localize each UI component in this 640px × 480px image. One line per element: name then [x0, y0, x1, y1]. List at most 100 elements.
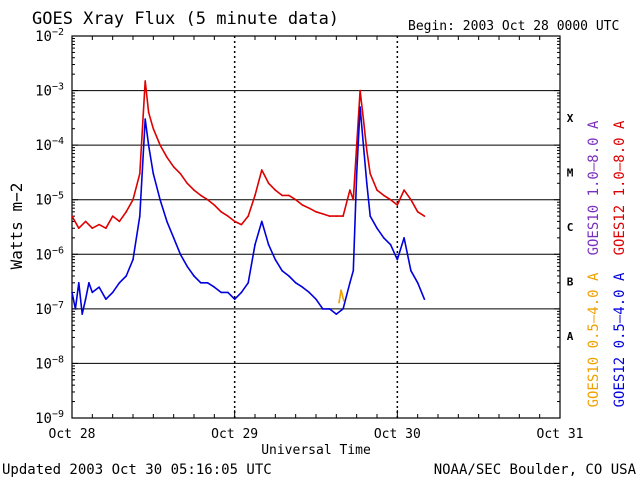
data-point-0-27	[247, 215, 250, 217]
data-point-1-52	[376, 227, 378, 230]
data-point-1-26	[220, 291, 222, 294]
data-point-0-2	[84, 220, 87, 223]
data-point-1-18	[166, 220, 168, 223]
series-line-0	[71, 80, 425, 229]
data-point-0-28	[254, 194, 256, 197]
data-point-1-7	[98, 286, 100, 288]
data-point-0-22	[213, 204, 216, 206]
data-point-0-43	[352, 198, 355, 201]
x-tick-label-2: Oct 30	[374, 427, 421, 442]
data-point-1-47	[355, 172, 358, 175]
data-point-1-15	[147, 144, 150, 146]
data-point-0-9	[132, 198, 134, 201]
data-point-1-36	[288, 275, 290, 277]
data-point-0-39	[328, 215, 331, 217]
y-axis-label: Watts m−2	[7, 183, 26, 270]
data-point-1-30	[247, 282, 250, 284]
data-point-1-23	[199, 282, 202, 284]
data-point-0-10	[138, 172, 141, 175]
data-point-0-29	[260, 169, 263, 171]
data-point-1-55	[396, 258, 399, 261]
data-point-0-5	[105, 227, 107, 230]
data-point-0-52	[396, 204, 399, 206]
data-point-0-12	[147, 111, 150, 114]
data-point-1-5	[88, 282, 90, 284]
data-point-1-54	[389, 243, 392, 246]
data-point-0-38	[321, 213, 324, 215]
data-point-0-31	[274, 189, 277, 191]
data-point-0-18	[186, 182, 189, 185]
y-tick-label-1: 10−8	[35, 354, 64, 372]
updated-timestamp: Updated 2003 Oct 30 05:16:05 UTC	[2, 462, 272, 478]
data-point-1-58	[410, 269, 412, 272]
data-point-1-40	[315, 298, 317, 301]
x-axis-label: Universal Time	[261, 443, 371, 458]
flare-class-a: A	[567, 330, 574, 343]
x-tick-label-0: Oct 28	[49, 427, 96, 442]
day-separators	[233, 36, 399, 418]
data-point-0-30	[267, 182, 270, 185]
data-point-1-9	[111, 291, 114, 294]
data-point-0-11	[144, 80, 146, 82]
data-point-0-51	[389, 198, 392, 201]
data-point-0-19	[193, 189, 195, 191]
flare-class-labels: A B C M X	[567, 112, 574, 343]
flare-class-m: M	[567, 166, 574, 179]
data-point-2-1	[340, 289, 342, 291]
data-point-1-57	[406, 253, 409, 256]
chart-title: GOES Xray Flux (5 minute data)	[32, 9, 339, 29]
data-point-0-1	[77, 227, 80, 230]
data-point-0-45	[359, 89, 361, 92]
data-point-1-32	[260, 220, 263, 223]
data-point-0-16	[172, 166, 175, 168]
data-point-1-4	[84, 298, 87, 301]
data-point-0-25	[233, 220, 236, 223]
data-point-1-33	[267, 243, 270, 246]
data-point-0-32	[281, 194, 283, 197]
data-point-0-56	[423, 215, 426, 217]
data-point-0-44	[355, 144, 358, 146]
data-point-1-21	[186, 265, 189, 268]
data-point-1-1	[74, 308, 77, 310]
data-point-1-14	[144, 118, 146, 120]
y-tick-label-4: 10−5	[35, 191, 64, 209]
y-axis-label-text: Watts m−2	[7, 183, 26, 270]
data-point-0-7	[118, 220, 121, 223]
data-point-0-13	[152, 127, 155, 130]
x-tick-label-3: Oct 31	[537, 427, 584, 442]
legend-entry-3: GOES12 0.5–4.0 A	[612, 272, 628, 407]
data-point-1-44	[342, 308, 344, 310]
data-point-2-2	[342, 300, 345, 302]
data-point-1-16	[152, 172, 155, 175]
data-point-2-0	[338, 301, 340, 304]
data-point-1-35	[281, 269, 283, 272]
data-point-1-22	[193, 275, 195, 277]
data-point-1-0	[71, 291, 73, 294]
data-point-1-46	[352, 269, 355, 272]
y-tick-label-6: 10−3	[35, 82, 64, 100]
data-point-1-31	[254, 243, 256, 246]
data-point-0-15	[166, 156, 168, 159]
data-point-1-56	[403, 237, 405, 239]
data-point-1-12	[132, 258, 134, 261]
data-point-0-47	[366, 149, 368, 152]
y-tick-label-0: 10−9	[35, 409, 64, 427]
legend-entry-1: GOES12 1.0–8.0 A	[612, 120, 628, 255]
data-point-1-50	[366, 182, 368, 185]
data-point-1-42	[328, 308, 331, 310]
data-point-0-0	[71, 215, 73, 217]
data-point-1-28	[233, 298, 236, 301]
data-point-1-53	[382, 237, 385, 239]
data-point-1-11	[125, 275, 128, 277]
y-tick-label-2: 10−7	[35, 300, 64, 318]
credit-label: NOAA/SEC Boulder, CO USA	[434, 462, 637, 478]
data-point-1-17	[159, 198, 161, 201]
data-point-0-3	[91, 227, 94, 230]
flare-class-b: B	[567, 276, 574, 289]
data-point-0-14	[159, 144, 161, 146]
data-point-0-55	[416, 211, 419, 213]
data-point-0-8	[125, 211, 128, 213]
data-point-1-27	[227, 291, 229, 294]
x-axis-ticks: Oct 28 Oct 29 Oct 30 Oct 31	[49, 36, 584, 442]
